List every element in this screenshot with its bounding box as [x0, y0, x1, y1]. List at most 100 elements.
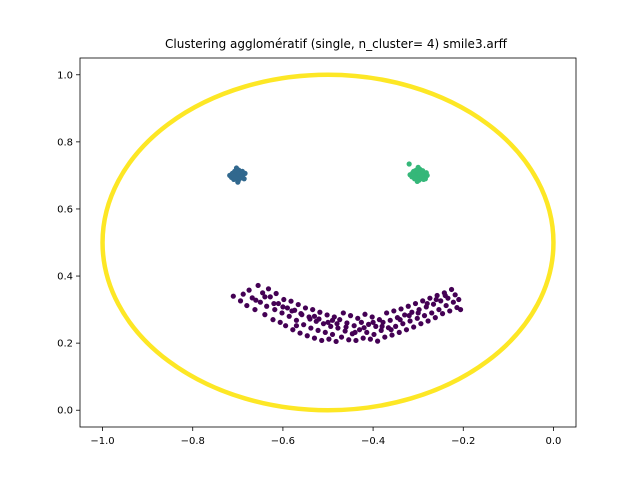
- cluster-0-point: [273, 290, 279, 297]
- cluster-0-point: [293, 317, 300, 323]
- x-axis: −1.0 −0.8 −0.6 −0.4 −0.2 0.0: [90, 427, 561, 447]
- cluster-0-point: [407, 318, 413, 324]
- cluster-0-point: [412, 300, 419, 307]
- cluster-0-point: [302, 305, 309, 311]
- cluster-0-point: [344, 320, 350, 326]
- cluster-0-point: [283, 323, 289, 329]
- cluster-0-point: [246, 287, 252, 293]
- cluster-0-point: [403, 327, 410, 333]
- cluster-0-point: [384, 310, 390, 316]
- cluster-0-point: [347, 313, 354, 319]
- cluster-0-point: [421, 313, 428, 319]
- cluster-0-point: [277, 319, 283, 325]
- cluster-1-point: [232, 176, 238, 182]
- cluster-0-point: [340, 310, 346, 316]
- cluster-0-point: [319, 337, 325, 344]
- cluster-0-point: [333, 338, 339, 345]
- cluster-0-point: [264, 303, 270, 309]
- cluster-0-point: [450, 299, 456, 305]
- cluster-2-point: [406, 161, 412, 167]
- cluster-0-point: [362, 311, 368, 317]
- cluster-0-point: [371, 331, 377, 338]
- cluster-0-point: [342, 328, 348, 334]
- cluster-0-point: [343, 324, 349, 330]
- cluster-0-point: [315, 327, 321, 333]
- cluster-0-point: [295, 301, 301, 308]
- cluster-0-point: [433, 296, 439, 303]
- cluster-0-point: [439, 311, 446, 317]
- cluster-0-point: [281, 296, 287, 303]
- cluster-0-point: [356, 327, 363, 333]
- cluster-0-point: [284, 305, 291, 311]
- cluster-0-point: [335, 325, 341, 331]
- cluster-0-point: [425, 318, 431, 324]
- cluster-0-point: [346, 337, 352, 343]
- cluster-0-point: [320, 321, 327, 327]
- cluster-2-point: [411, 168, 417, 174]
- cluster-0-point: [288, 298, 294, 304]
- cluster-0-point: [400, 321, 406, 327]
- cluster-0-point: [334, 321, 340, 327]
- cluster-0-point: [293, 323, 300, 329]
- cluster-0-point: [324, 312, 330, 318]
- cluster-0-point: [411, 324, 417, 330]
- cluster-0-point: [387, 317, 393, 323]
- cluster-2-point: [412, 175, 419, 181]
- y-tick-label: 1.0: [57, 70, 73, 81]
- x-tick-label: −1.0: [90, 436, 114, 447]
- cluster-0-point: [260, 290, 266, 296]
- cluster-0-point: [457, 306, 464, 313]
- cluster-0-point: [289, 308, 295, 314]
- cluster-0-point: [317, 309, 323, 315]
- cluster-0-point: [329, 317, 336, 323]
- cluster-0-point: [406, 313, 412, 319]
- cluster-0-point: [393, 323, 399, 329]
- x-tick-label: −0.6: [271, 436, 295, 447]
- cluster-0-point: [240, 291, 246, 297]
- cluster-0-point: [365, 321, 372, 327]
- cluster-0-point: [442, 292, 448, 299]
- cluster-0-point: [301, 322, 307, 328]
- cluster-0-point: [271, 300, 277, 307]
- cluster-0-point: [338, 334, 345, 340]
- cluster-0-point: [358, 319, 364, 325]
- cluster-0-point: [430, 301, 437, 307]
- cluster-0-point: [438, 298, 444, 304]
- cluster-0-point: [257, 299, 263, 305]
- cluster-0-point: [375, 338, 381, 344]
- cluster-0-point: [329, 331, 336, 338]
- cluster-0-point: [373, 323, 379, 329]
- cluster-1-point: [239, 168, 245, 174]
- cluster-0-point: [443, 302, 449, 309]
- cluster-0-point: [448, 286, 455, 293]
- x-tick-label: 0.0: [546, 436, 562, 447]
- cluster-2-point: [420, 168, 426, 174]
- cluster-0-point: [310, 306, 316, 313]
- y-tick-label: 0.0: [57, 406, 73, 417]
- cluster-0-point: [376, 317, 383, 323]
- cluster-0-point: [326, 336, 332, 342]
- cluster-0-point: [380, 319, 386, 325]
- cluster-0-point: [297, 330, 303, 336]
- cluster-3-ring: [100, 72, 556, 413]
- cluster-0-point: [270, 317, 276, 323]
- axes-frame: [79, 57, 577, 428]
- cluster-0-point: [418, 321, 424, 327]
- chart-title: Clustering agglomératif (single, n_clust…: [165, 37, 508, 51]
- cluster-0-point: [389, 332, 395, 338]
- cluster-0-point: [275, 300, 281, 307]
- cluster-0-point: [307, 316, 313, 322]
- cluster-0-point: [262, 294, 268, 300]
- cluster-0-point: [255, 282, 261, 289]
- cluster-0-point: [252, 306, 258, 313]
- cluster-1-point: [233, 165, 240, 171]
- cluster-0-point: [434, 292, 440, 299]
- cluster-0-point: [272, 306, 278, 313]
- cluster-0-point: [328, 323, 334, 329]
- cluster-0-point: [337, 317, 343, 323]
- cluster-0-point: [351, 323, 357, 329]
- cluster-0-point: [286, 313, 292, 319]
- cluster-0-point: [237, 298, 244, 304]
- cluster-0-point: [415, 310, 421, 316]
